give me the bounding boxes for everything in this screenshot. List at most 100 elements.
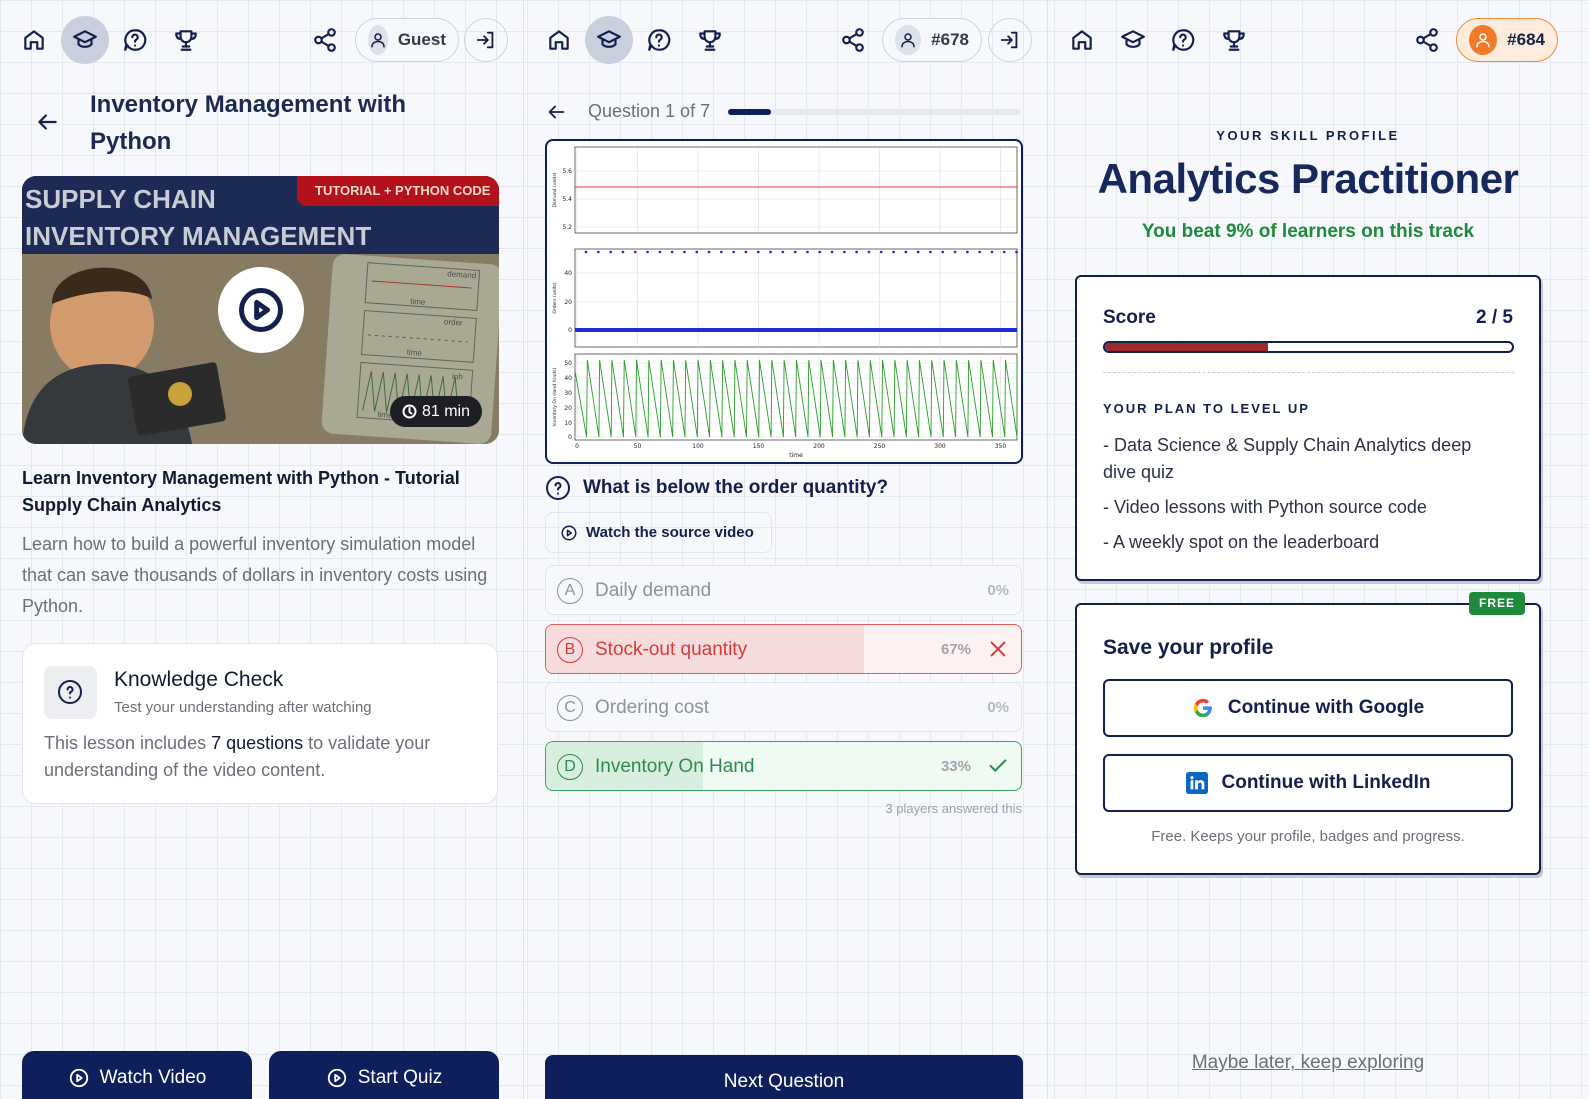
- video-thumbnail[interactable]: SUPPLY CHAIN INVENTORY MANAGEMENT TUTORIA…: [22, 176, 499, 444]
- leaderboard-button[interactable]: [1210, 16, 1258, 64]
- y-tick-label: 40: [564, 375, 572, 382]
- banner-title: SUPPLY CHAIN INVENTORY MANAGEMENT: [25, 181, 371, 255]
- answer-option[interactable]: A Daily demand 0%: [545, 565, 1022, 615]
- avatar: [1469, 25, 1498, 55]
- avatar: [895, 25, 922, 55]
- y-tick-label: 40: [564, 270, 572, 277]
- option-percent: 33%: [940, 757, 971, 775]
- score: 2 / 5: [1476, 307, 1513, 328]
- login-button[interactable]: [988, 18, 1032, 62]
- x-tick-label: 350: [995, 443, 1007, 450]
- divider: [1103, 372, 1514, 373]
- result-icon: [990, 641, 1006, 656]
- learn-button[interactable]: [585, 16, 633, 64]
- plan-item: - Data Science & Supply Chain Analytics …: [1103, 435, 1472, 482]
- description: Learn how to build a powerful inventory …: [22, 534, 488, 616]
- y-tick-label: 20: [564, 299, 572, 306]
- x-tick-label: 50: [634, 443, 642, 450]
- option-letter: A: [557, 578, 583, 604]
- lesson-title: Inventory Management with Python: [90, 91, 407, 155]
- question-icon: [546, 476, 570, 500]
- figure-frame: 5.6 5.4 5.2 Demand (units) 40 20 0 Orders (unit…: [545, 139, 1023, 464]
- source-video-button[interactable]: Watch the source video: [545, 512, 772, 553]
- later-link[interactable]: Maybe later, keep exploring: [1191, 1052, 1425, 1073]
- user-pill[interactable]: #678: [882, 18, 982, 62]
- eyebrow: YOUR SKILL PROFILE: [1216, 128, 1400, 143]
- y-tick-label: 5.6: [562, 168, 572, 175]
- user-pill[interactable]: Guest: [355, 18, 459, 62]
- share-button[interactable]: [1403, 16, 1451, 64]
- sketch-label: time: [410, 297, 426, 307]
- quiz-button[interactable]: [635, 16, 683, 64]
- watch-video-button[interactable]: Watch Video: [22, 1051, 252, 1099]
- learn-button[interactable]: [1109, 16, 1157, 64]
- y-tick-label: 10: [564, 420, 572, 427]
- option-percent: 0%: [987, 699, 1009, 716]
- button-label: Watch Video: [99, 1067, 207, 1088]
- y-axis-label: Demand (units): [552, 172, 558, 207]
- plan-title: YOUR PLAN TO LEVEL UP: [1103, 401, 1310, 416]
- button-label: Start Quiz: [357, 1067, 443, 1088]
- body-highlight: 7 questions: [211, 733, 304, 753]
- sketch-label: time: [406, 348, 422, 358]
- knowledge-icon: [44, 666, 97, 719]
- y-tick-label: 20: [564, 405, 572, 412]
- option-text: Daily demand: [595, 580, 712, 601]
- answer-option[interactable]: B Stock-out quantity 67%: [545, 623, 1022, 674]
- option-letter: B: [557, 636, 583, 663]
- y-tick-label: 5.4: [562, 196, 572, 203]
- option-letter: C: [557, 695, 583, 721]
- user-pill[interactable]: #684: [1456, 18, 1558, 62]
- answer-option[interactable]: D Inventory On Hand 33%: [545, 740, 1022, 791]
- leaderboard-button[interactable]: [162, 16, 210, 64]
- share-button[interactable]: [301, 16, 349, 64]
- linkedin-button[interactable]: Continue with LinkedIn: [1103, 754, 1513, 812]
- button-label: Watch the source video: [586, 524, 754, 541]
- sketch-label: demand: [447, 269, 476, 280]
- banner-line: SUPPLY CHAIN: [25, 184, 216, 214]
- start-quiz-button[interactable]: Start Quiz: [269, 1051, 499, 1099]
- result-glyph: [989, 758, 1007, 772]
- body-text: to validate your understanding of the vi…: [44, 733, 431, 780]
- home-button[interactable]: [10, 16, 58, 64]
- x-tick-label: 100: [692, 443, 704, 450]
- learn-button[interactable]: [61, 16, 109, 64]
- score-fill: [1105, 343, 1268, 351]
- lesson-panel: Guest Inventory Management with Python S…: [0, 0, 524, 1099]
- quiz-button[interactable]: [111, 16, 159, 64]
- subplot-frame: [574, 248, 1018, 348]
- quiz-button[interactable]: [1159, 16, 1207, 64]
- back-button[interactable]: [34, 109, 60, 135]
- avatar: [368, 25, 388, 55]
- profile-title: Analytics Practitioner: [1097, 155, 1519, 202]
- body-text: This lesson includes: [44, 733, 212, 753]
- user-rank: #684: [1507, 30, 1545, 49]
- button-label: Continue with Google: [1227, 697, 1425, 718]
- answer-option[interactable]: C Ordering cost 0%: [545, 682, 1022, 732]
- next-button[interactable]: Next Question: [545, 1055, 1023, 1099]
- duration: 81 min: [421, 402, 471, 420]
- share-button[interactable]: [829, 16, 877, 64]
- knowledge-card: Knowledge Check Test your understanding …: [22, 643, 498, 804]
- login-button[interactable]: [464, 18, 508, 62]
- y-tick-label: 30: [564, 390, 572, 397]
- user-rank: #678: [931, 30, 969, 49]
- quiz-panel: #678 Question 1 of 7 5.6 5.4 5.2 Demand (un…: [525, 0, 1048, 1099]
- sketch-label: time: [377, 410, 393, 420]
- home-button[interactable]: [535, 16, 583, 64]
- user-name: Guest: [397, 30, 446, 49]
- play-button[interactable]: [218, 267, 304, 353]
- progress-label: Question 1 of 7: [588, 101, 711, 121]
- y-tick-label: 0: [568, 327, 572, 334]
- leaderboard-button[interactable]: [686, 16, 734, 64]
- y-tick-label: 50: [564, 360, 572, 367]
- home-button[interactable]: [1058, 16, 1106, 64]
- google-button[interactable]: Continue with Google: [1103, 679, 1513, 737]
- back-button[interactable]: [545, 101, 567, 123]
- answered-note: 3 players answered this: [885, 801, 1022, 816]
- answer-share-bar: [546, 624, 865, 673]
- google-logo: [1193, 698, 1212, 718]
- y-tick-label: 5.2: [562, 224, 572, 231]
- y-axis-label: Orders (units): [552, 282, 558, 313]
